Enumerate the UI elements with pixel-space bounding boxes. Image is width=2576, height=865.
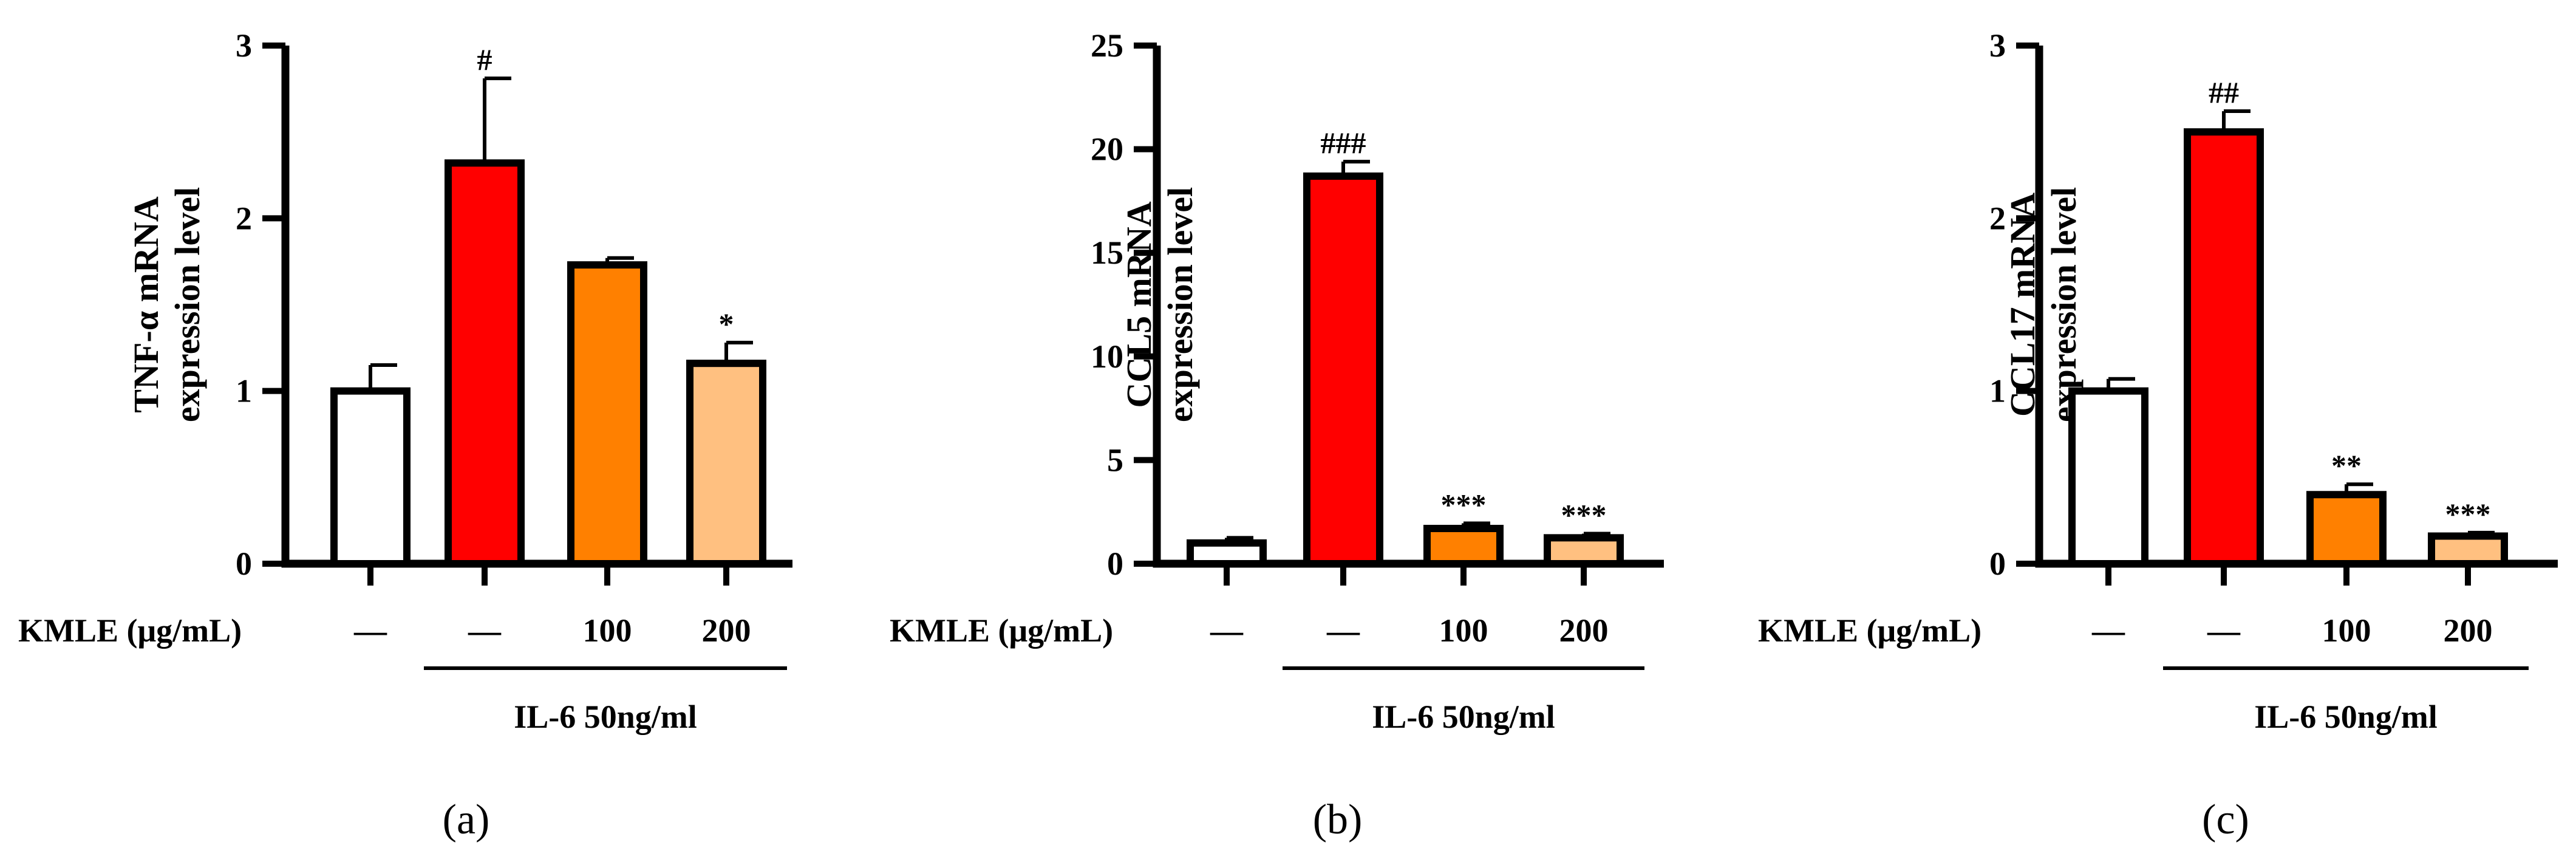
significance-mark: ***	[2445, 497, 2491, 531]
chart-panel-1: 0 1 2 3 TNF-α mRNA expression level — # — 100 * 200…	[18, 27, 792, 843]
x-category-label: 100	[1439, 612, 1488, 649]
y-axis-label-line1: CCL5 mRNA	[1119, 201, 1159, 408]
bar	[445, 159, 525, 567]
significance-mark: ##	[2209, 75, 2239, 109]
panel-label: (c)	[2202, 796, 2249, 843]
y-axis-label-line1: CCL17 mRNA	[2003, 193, 2042, 417]
bar	[2068, 387, 2148, 568]
y-axis-label: TNF-α mRNA expression level	[126, 187, 207, 422]
treatment-label: IL-6 50ng/ml	[2254, 699, 2438, 735]
bar	[686, 360, 766, 567]
bar	[1187, 539, 1267, 568]
x-category-label: 200	[702, 612, 751, 649]
bar	[2306, 491, 2387, 567]
y-axis-label-line2: expression level	[2044, 187, 2084, 422]
y-tick-label: 0	[236, 545, 252, 582]
y-tick-label: 1	[1989, 373, 2006, 409]
y-axis-label-line2: expression level	[1160, 187, 1200, 422]
x-category-label: —	[1210, 612, 1244, 649]
x-row-label: KMLE (μg/mL)	[18, 612, 242, 649]
treatment-label: IL-6 50ng/ml	[1372, 699, 1555, 735]
bar	[1423, 524, 1504, 567]
x-row-label: KMLE (μg/mL)	[890, 612, 1113, 649]
y-tick-label: 1	[236, 373, 252, 409]
y-tick-label: 2	[1989, 200, 2006, 236]
treatment-label: IL-6 50ng/ml	[514, 699, 697, 735]
x-category-label: 200	[2444, 612, 2493, 649]
x-category-label: 100	[583, 612, 632, 649]
significance-mark: **	[2331, 448, 2362, 482]
y-axis-label-line1: TNF-α mRNA	[126, 196, 166, 412]
bar	[1303, 172, 1383, 567]
bar	[2428, 532, 2508, 567]
bar	[567, 261, 647, 567]
bar	[1544, 534, 1624, 567]
x-category-label: 200	[1559, 612, 1609, 649]
y-axis-label: CCL5 mRNA expression level	[1119, 187, 1200, 422]
y-axis-label-line2: expression level	[168, 187, 207, 422]
significance-mark: *	[719, 307, 734, 341]
bar	[2184, 128, 2264, 567]
y-tick-label: 20	[1091, 131, 1123, 168]
x-category-label: —	[2207, 612, 2241, 649]
significance-mark: #	[477, 43, 492, 77]
y-tick-label: 2	[236, 200, 252, 236]
x-category-label: 100	[2322, 612, 2371, 649]
significance-mark: ***	[1441, 487, 1487, 521]
y-axis-label: CCL17 mRNA expression level	[2003, 187, 2084, 422]
significance-mark: ###	[1321, 126, 1366, 160]
chart-panel-2: 0 5 10 15 20 25 CCL5 mRNA expression level — ### —…	[890, 27, 1664, 843]
y-tick-label: 0	[1989, 545, 2006, 582]
y-tick-label: 0	[1107, 545, 1123, 582]
x-category-label: —	[468, 612, 502, 649]
x-category-label: —	[1326, 612, 1360, 649]
significance-mark: ***	[1561, 498, 1607, 532]
y-tick-label: 3	[1989, 27, 2006, 64]
y-tick-label: 3	[236, 27, 252, 64]
y-tick-label: 25	[1091, 27, 1123, 64]
bar	[330, 387, 411, 568]
y-tick-label: 15	[1091, 234, 1123, 271]
panel-label: (b)	[1313, 796, 1363, 843]
x-row-label: KMLE (μg/mL)	[1758, 612, 1981, 649]
chart-panel-3: 0 1 2 3 CCL17 mRNA expression level — ## — ** 100 *…	[1758, 27, 2558, 843]
y-tick-label: 5	[1107, 442, 1123, 478]
y-tick-label: 10	[1091, 338, 1123, 375]
x-category-label: —	[2091, 612, 2125, 649]
panel-label: (a)	[443, 796, 490, 843]
x-category-label: —	[353, 612, 387, 649]
